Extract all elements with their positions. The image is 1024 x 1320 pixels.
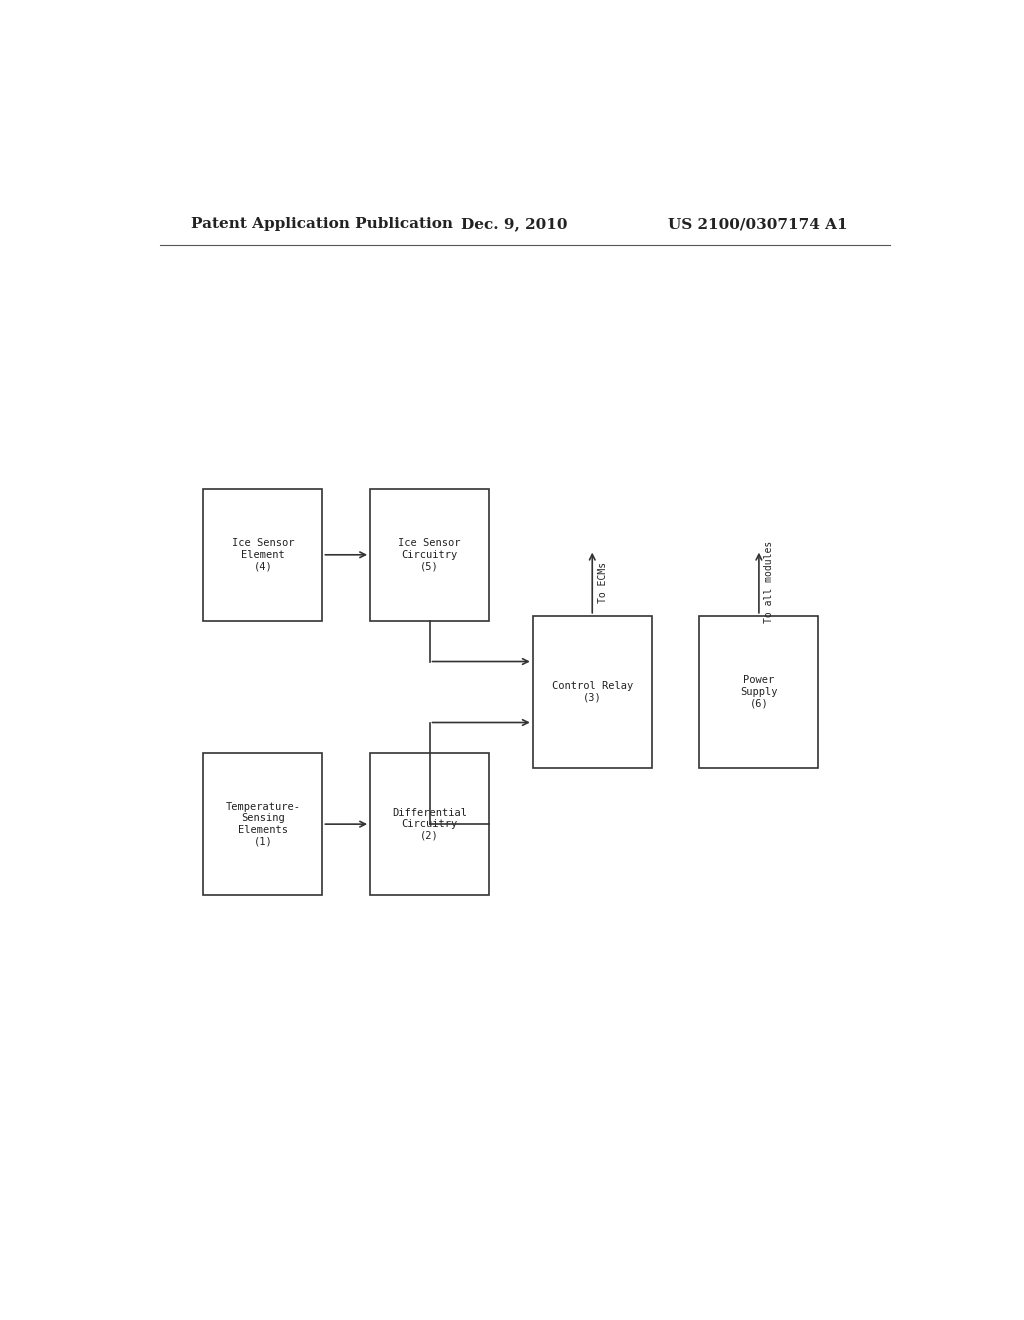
Text: To ECMs: To ECMs xyxy=(598,562,607,603)
Text: Dec. 9, 2010: Dec. 9, 2010 xyxy=(461,218,568,231)
Text: Temperature-
Sensing
Elements
(1): Temperature- Sensing Elements (1) xyxy=(225,801,300,846)
Bar xyxy=(204,488,323,620)
Bar xyxy=(370,488,489,620)
Text: Patent Application Publication: Patent Application Publication xyxy=(191,218,454,231)
Text: Ice Sensor
Circuitry
(5): Ice Sensor Circuitry (5) xyxy=(398,539,461,572)
Bar xyxy=(204,752,323,895)
Text: US 2100/0307174 A1: US 2100/0307174 A1 xyxy=(668,218,847,231)
Text: Control Relay
(3): Control Relay (3) xyxy=(552,681,633,702)
Bar xyxy=(699,615,818,768)
Bar xyxy=(532,615,652,768)
Bar xyxy=(370,752,489,895)
Text: Ice Sensor
Element
(4): Ice Sensor Element (4) xyxy=(231,539,294,572)
Text: To all modules: To all modules xyxy=(764,541,774,623)
Text: Power
Supply
(6): Power Supply (6) xyxy=(740,676,777,709)
Text: Differential
Circuitry
(2): Differential Circuitry (2) xyxy=(392,808,467,841)
